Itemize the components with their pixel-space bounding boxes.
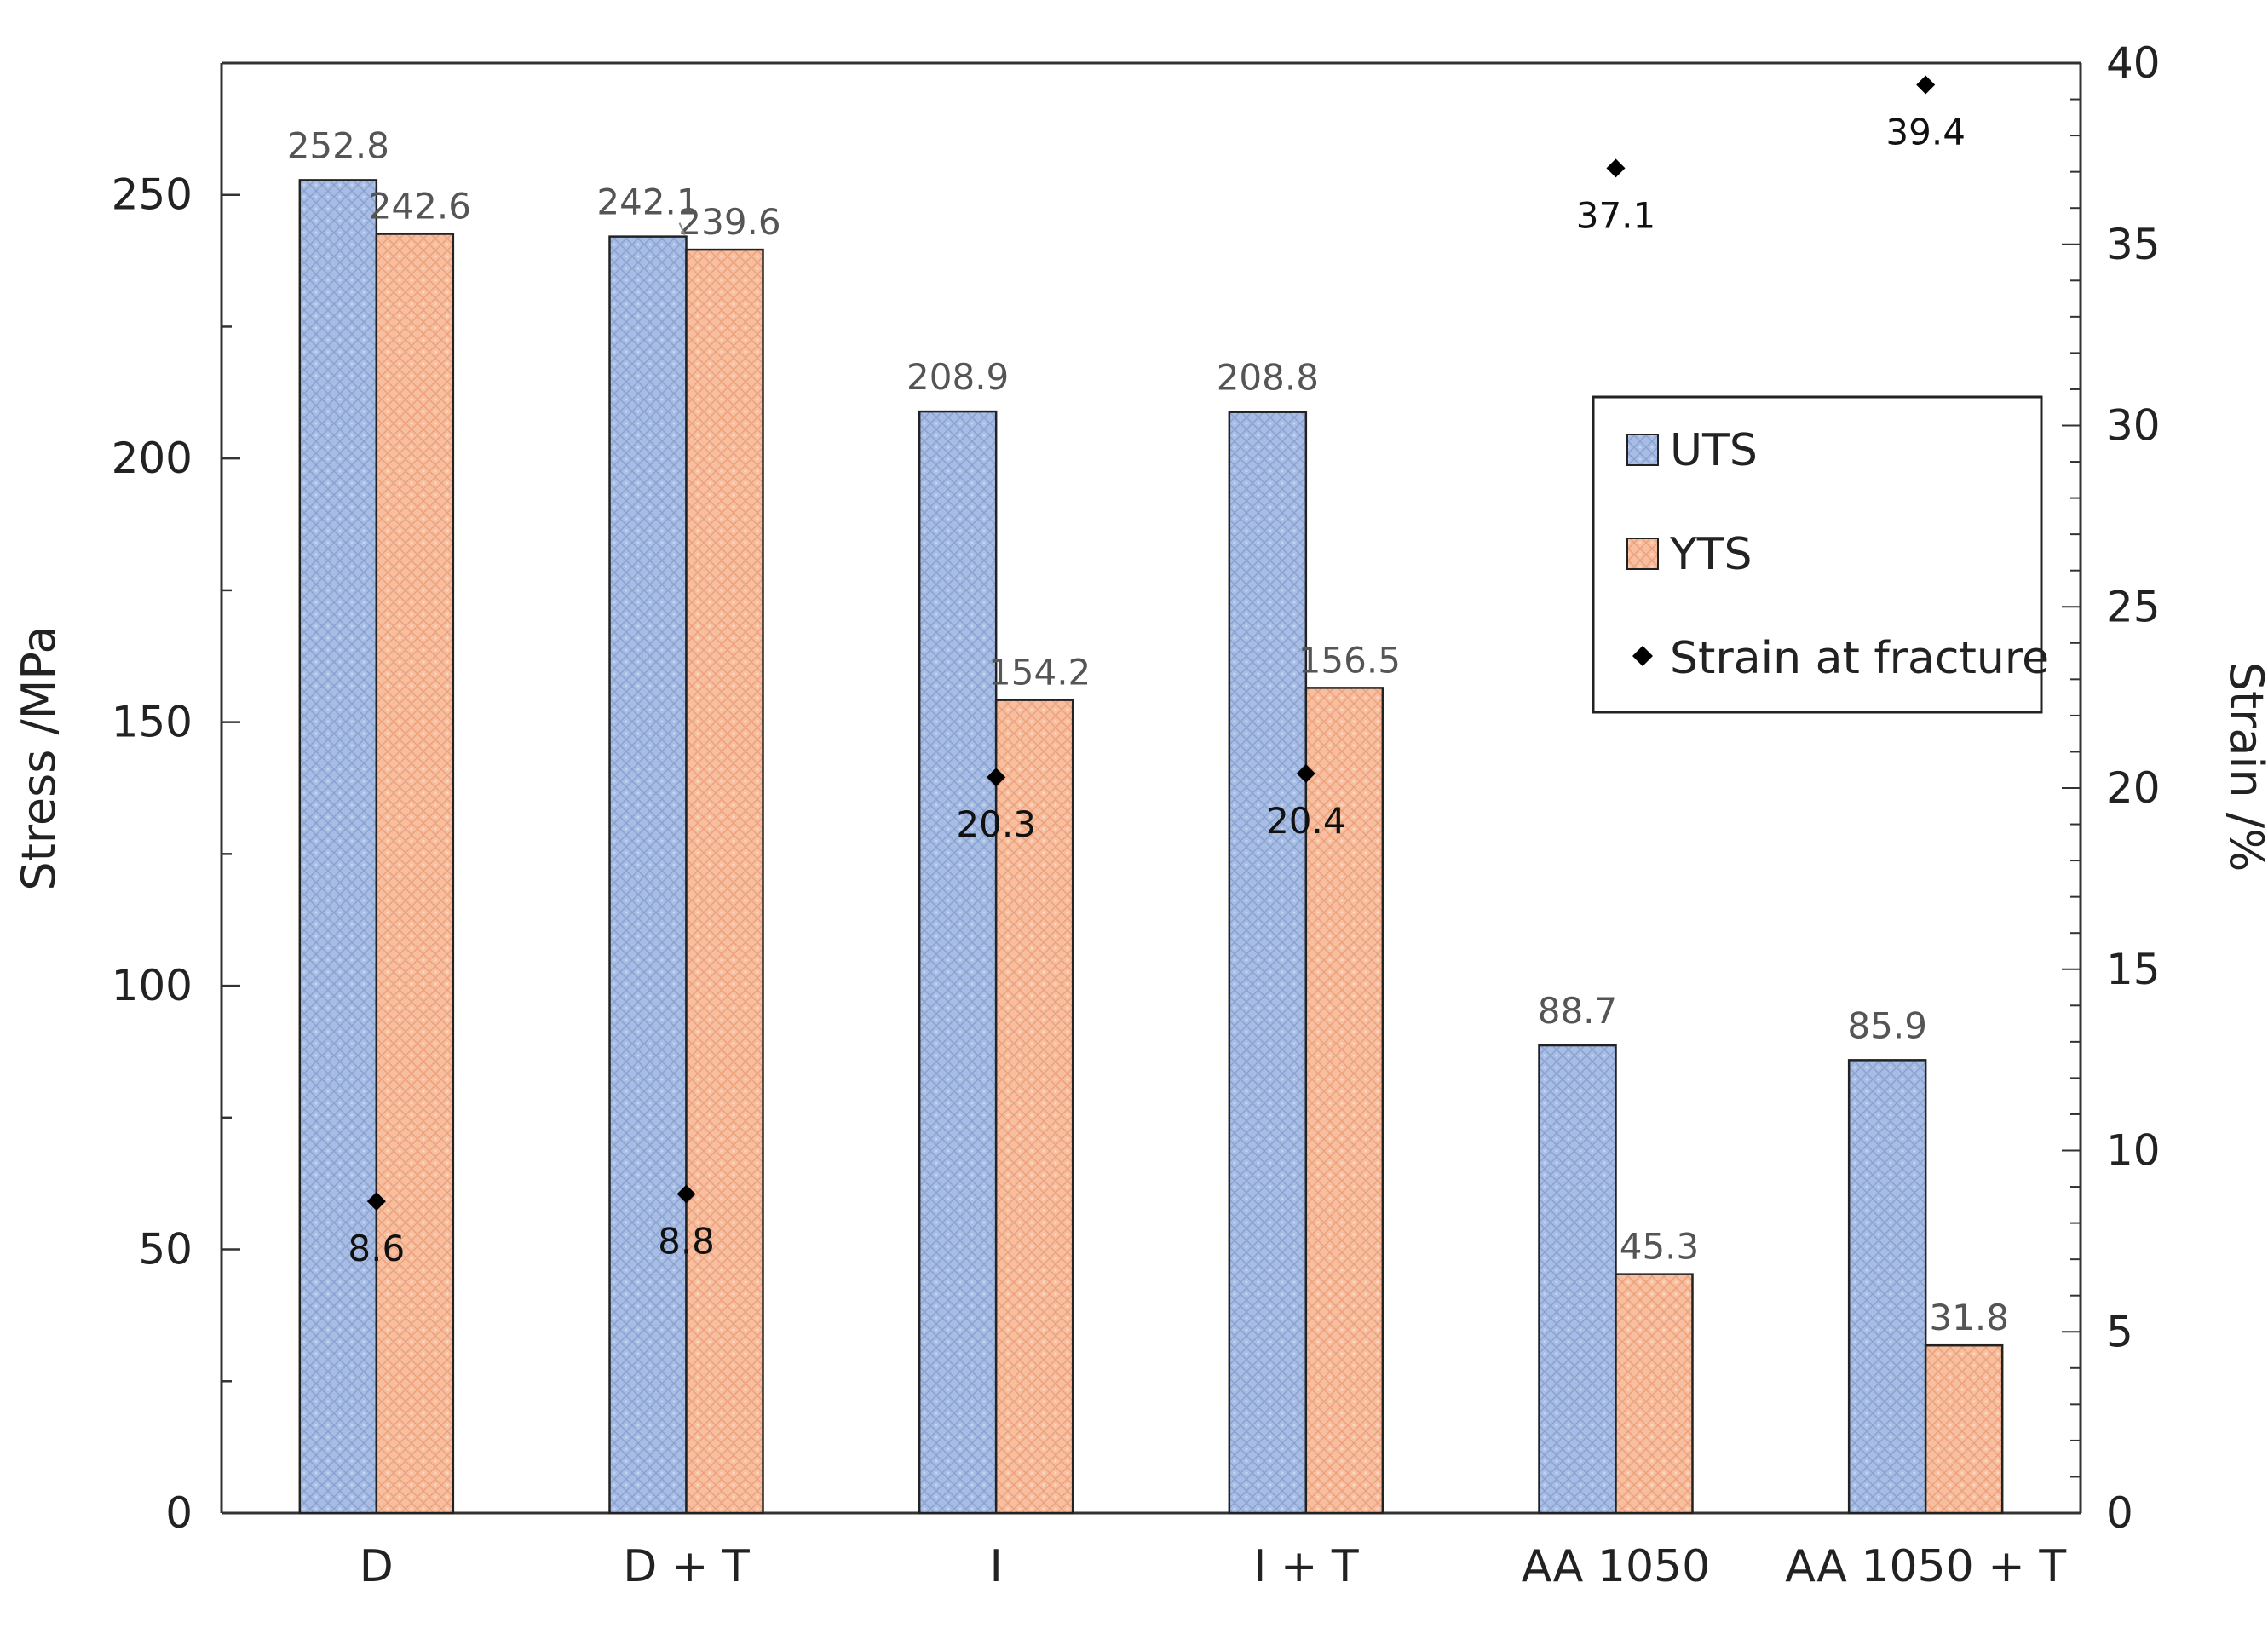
data-label-uts: 85.9 — [1847, 1004, 1927, 1046]
legend-marker-strain — [1632, 646, 1653, 666]
right-tick-label: 25 — [2106, 582, 2161, 631]
bar-yts — [1615, 1273, 1694, 1515]
legend: UTS YTS Strain at fracture — [1592, 395, 2049, 714]
strain-points-group: 8.6 8.8 20.3 20.4 37.1 39.4 — [348, 75, 1966, 1269]
bar-uts — [298, 179, 378, 1515]
y-axis-title-left: Stress /MPa — [12, 625, 66, 890]
category-label: D — [360, 1541, 394, 1592]
category-label: I — [989, 1541, 1002, 1592]
legend-swatch-yts — [1626, 538, 1659, 570]
right-axis: 0 5 10 15 20 25 30 35 40 — [2062, 38, 2161, 1538]
strain-point — [676, 1184, 696, 1204]
data-label-uts: 242.1 — [596, 181, 699, 223]
left-tick-label: 50 — [138, 1225, 193, 1274]
data-label-yts: 239.6 — [678, 201, 780, 243]
category-label: AA 1050 — [1522, 1541, 1710, 1592]
right-tick-label: 35 — [2106, 220, 2161, 269]
strain-point — [1916, 75, 1936, 95]
data-label-uts: 252.8 — [287, 124, 389, 166]
bar-yts — [994, 699, 1074, 1515]
left-axis: 0 50 100 150 200 250 — [112, 61, 240, 1538]
right-tick-label: 15 — [2106, 945, 2161, 994]
strain-point — [366, 1192, 386, 1211]
left-tick-label: 200 — [112, 434, 193, 483]
legend-label-yts: YTS — [1669, 529, 1753, 580]
bar-yts — [1304, 687, 1384, 1515]
y-axis-title-right: Strain /% — [2219, 662, 2268, 872]
bar-yts — [1924, 1343, 2004, 1515]
category-label: I + T — [1253, 1541, 1359, 1592]
bar-yts — [375, 233, 455, 1515]
bar-uts — [1538, 1044, 1617, 1515]
data-label-uts: 208.9 — [907, 356, 1009, 398]
left-tick-label: 150 — [112, 698, 193, 747]
left-tick-label: 250 — [112, 170, 193, 220]
bar-uts — [918, 410, 998, 1515]
label-leader-line — [678, 222, 686, 236]
left-tick-label: 0 — [165, 1488, 193, 1538]
right-tick-label: 40 — [2106, 38, 2161, 88]
x-axis: D D + T I I + T AA 1050 AA 1050 + T — [360, 1541, 2067, 1592]
right-tick-label: 5 — [2106, 1307, 2133, 1356]
data-label-strain: 8.6 — [348, 1228, 405, 1269]
category-label: D + T — [623, 1541, 750, 1592]
bar-uts — [608, 235, 688, 1515]
data-label-strain: 20.3 — [956, 803, 1036, 845]
bar-yts — [685, 248, 764, 1515]
data-label-yts: 45.3 — [1620, 1226, 1700, 1268]
strain-point — [1296, 763, 1315, 783]
legend-swatch-uts — [1626, 434, 1659, 466]
strain-point — [987, 768, 1006, 787]
strain-point — [1606, 158, 1626, 178]
data-label-strain: 8.8 — [658, 1221, 715, 1263]
right-tick-label: 10 — [2106, 1126, 2161, 1176]
right-tick-label: 0 — [2106, 1488, 2133, 1538]
plot-frame — [220, 61, 2082, 1515]
data-label-uts: 88.7 — [1538, 990, 1618, 1032]
bar-uts — [1228, 411, 1308, 1515]
data-label-uts: 208.8 — [1217, 357, 1319, 399]
bar-uts — [1847, 1059, 1927, 1515]
right-tick-label: 20 — [2106, 763, 2161, 813]
data-label-yts: 156.5 — [1298, 639, 1401, 681]
left-tick-label: 100 — [112, 961, 193, 1010]
data-label-strain: 39.4 — [1885, 112, 1966, 153]
bars-group — [298, 179, 2004, 1515]
legend-box — [1592, 395, 2043, 714]
category-label: AA 1050 + T — [1785, 1541, 2066, 1592]
legend-label-strain: Strain at fracture — [1670, 633, 2049, 684]
data-label-strain: 37.1 — [1576, 194, 1656, 236]
data-label-yts: 242.6 — [369, 186, 471, 227]
data-label-yts: 31.8 — [1929, 1297, 2009, 1338]
data-label-yts: 154.2 — [988, 652, 1091, 693]
right-tick-label: 30 — [2106, 401, 2161, 451]
data-label-strain: 20.4 — [1266, 800, 1346, 842]
legend-label-uts: UTS — [1670, 425, 1758, 476]
